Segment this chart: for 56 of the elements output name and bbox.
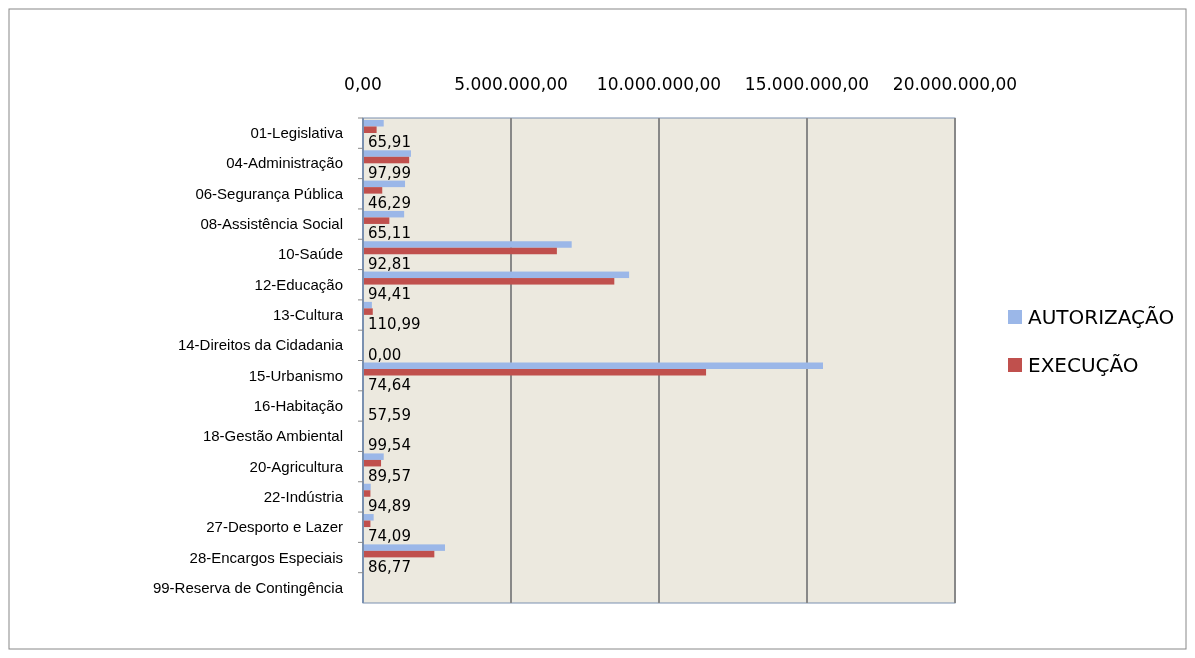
y-tick-label: 18-Gestão Ambiental xyxy=(202,427,343,445)
annotation: 57,59 xyxy=(368,406,411,425)
annotation: 99,54 xyxy=(368,436,411,455)
bar xyxy=(363,453,384,460)
annotation: 0,00 xyxy=(368,345,402,364)
x-tick-label: 0,00 xyxy=(344,74,382,94)
y-tick-label: 27-Desporto e Lazer xyxy=(206,518,343,536)
annotation: 74,64 xyxy=(368,375,411,394)
bar xyxy=(363,120,384,127)
annotation: 89,57 xyxy=(368,466,411,485)
bar xyxy=(363,150,411,157)
bar xyxy=(363,362,823,369)
annotation: 74,09 xyxy=(368,527,411,546)
annotation: 97,99 xyxy=(368,163,411,182)
bar xyxy=(363,278,615,285)
y-tick-label: 16-Habitação xyxy=(253,396,343,414)
annotation: 65,91 xyxy=(368,133,411,152)
bar xyxy=(363,210,405,218)
y-tick-label: 13-Cultura xyxy=(272,306,344,324)
bar xyxy=(363,544,445,551)
annotation: 110,99 xyxy=(368,315,421,334)
bar xyxy=(363,550,435,558)
y-tick-label: 08-Assistência Social xyxy=(200,215,343,233)
annotation: 46,29 xyxy=(368,193,411,212)
bar xyxy=(363,369,707,376)
bar xyxy=(363,308,373,315)
y-tick-label: 20-Agricultura xyxy=(249,457,344,475)
x-tick-label: 5.000.000,00 xyxy=(454,74,568,94)
bar xyxy=(363,156,410,164)
legend-label: EXECUÇÃO xyxy=(1028,353,1139,377)
x-tick-label: 10.000.000,00 xyxy=(596,74,722,94)
x-tick-label: 15.000.000,00 xyxy=(744,74,870,94)
x-tick-label: 20.000.000,00 xyxy=(892,74,1018,94)
y-tick-label: 28-Encargos Especiais xyxy=(189,548,343,566)
y-tick-label: 12-Educação xyxy=(254,275,343,293)
bar xyxy=(363,241,572,248)
annotation: 65,11 xyxy=(368,224,411,243)
bar xyxy=(363,271,630,279)
y-tick-label: 99-Reserva de Contingência xyxy=(152,578,344,596)
annotation: 86,77 xyxy=(368,557,411,576)
y-tick-label: 04-Administração xyxy=(226,154,343,172)
annotation: 94,89 xyxy=(368,497,411,516)
y-tick-label: 14-Direitos da Cidadania xyxy=(177,336,344,354)
y-tick-label: 15-Urbanismo xyxy=(248,366,343,384)
bar xyxy=(363,180,406,188)
bar xyxy=(363,217,390,224)
bar xyxy=(363,514,374,521)
bar xyxy=(363,187,383,194)
y-tick-label: 10-Saúde xyxy=(277,245,343,263)
y-tick-label: 22-Indústria xyxy=(263,487,344,505)
annotation: 92,81 xyxy=(368,254,411,273)
legend-label: AUTORIZAÇÃO xyxy=(1028,305,1175,329)
y-tick-label: 06-Segurança Pública xyxy=(195,184,344,202)
annotation: 94,41 xyxy=(368,284,411,303)
bar xyxy=(363,247,557,255)
y-tick-label: 01-Legislativa xyxy=(250,124,344,142)
